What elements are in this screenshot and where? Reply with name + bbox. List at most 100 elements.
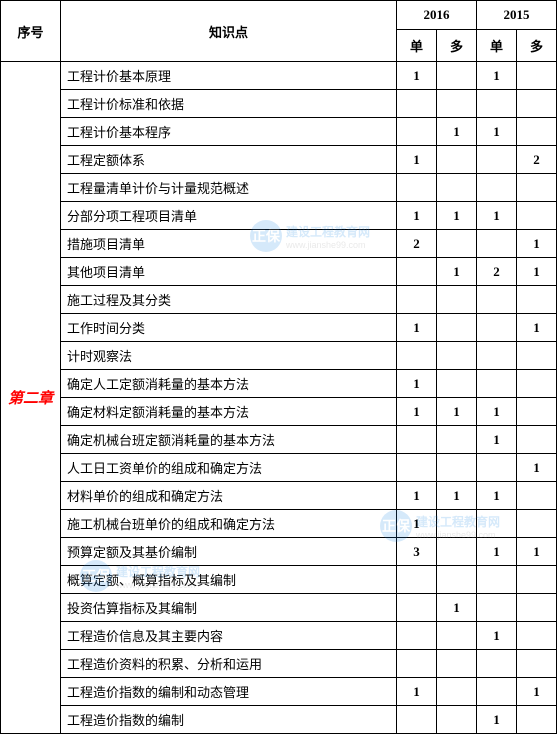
topic-cell: 计时观察法 bbox=[61, 342, 397, 370]
count-cell: 1 bbox=[397, 678, 437, 706]
count-cell: 1 bbox=[517, 314, 557, 342]
topic-cell: 预算定额及其基价编制 bbox=[61, 538, 397, 566]
count-cell bbox=[437, 286, 477, 314]
topic-cell: 工程造价指数的编制和动态管理 bbox=[61, 678, 397, 706]
table-row: 施工过程及其分类 bbox=[1, 286, 557, 314]
topic-cell: 工程计价基本原理 bbox=[61, 62, 397, 90]
count-cell bbox=[437, 538, 477, 566]
topic-cell: 概算定额、概算指标及其编制 bbox=[61, 566, 397, 594]
count-cell bbox=[397, 118, 437, 146]
header-2015: 2015 bbox=[477, 1, 557, 30]
count-cell: 1 bbox=[477, 62, 517, 90]
table-row: 计时观察法 bbox=[1, 342, 557, 370]
count-cell bbox=[477, 510, 517, 538]
table-row: 工程造价资料的积累、分析和运用 bbox=[1, 650, 557, 678]
count-cell bbox=[397, 566, 437, 594]
count-cell: 1 bbox=[477, 426, 517, 454]
header-2016-single: 单 bbox=[397, 30, 437, 62]
count-cell: 1 bbox=[397, 482, 437, 510]
table-row: 其他项目清单121 bbox=[1, 258, 557, 286]
header-2015-single: 单 bbox=[477, 30, 517, 62]
count-cell bbox=[517, 650, 557, 678]
table-row: 工作时间分类11 bbox=[1, 314, 557, 342]
topic-cell: 确定材料定额消耗量的基本方法 bbox=[61, 398, 397, 426]
count-cell: 2 bbox=[517, 146, 557, 174]
count-cell bbox=[437, 426, 477, 454]
count-cell bbox=[437, 90, 477, 118]
topic-cell: 工程计价基本程序 bbox=[61, 118, 397, 146]
count-cell bbox=[477, 174, 517, 202]
topic-cell: 确定机械台班定额消耗量的基本方法 bbox=[61, 426, 397, 454]
topic-cell: 分部分项工程项目清单 bbox=[61, 202, 397, 230]
count-cell bbox=[397, 454, 437, 482]
table-row: 概算定额、概算指标及其编制 bbox=[1, 566, 557, 594]
table-row: 确定机械台班定额消耗量的基本方法 1 bbox=[1, 426, 557, 454]
count-cell bbox=[517, 286, 557, 314]
table-row: 工程造价指数的编制和动态管理11 bbox=[1, 678, 557, 706]
count-cell: 1 bbox=[437, 258, 477, 286]
count-cell bbox=[517, 398, 557, 426]
table-row: 确定人工定额消耗量的基本方法1 bbox=[1, 370, 557, 398]
count-cell: 1 bbox=[437, 202, 477, 230]
count-cell bbox=[437, 566, 477, 594]
count-cell bbox=[517, 510, 557, 538]
count-cell: 1 bbox=[477, 202, 517, 230]
count-cell: 1 bbox=[397, 314, 437, 342]
count-cell bbox=[517, 370, 557, 398]
count-cell bbox=[477, 342, 517, 370]
table-row: 措施项目清单21 bbox=[1, 230, 557, 258]
count-cell: 1 bbox=[517, 538, 557, 566]
count-cell: 2 bbox=[477, 258, 517, 286]
topic-cell: 施工过程及其分类 bbox=[61, 286, 397, 314]
count-cell: 1 bbox=[437, 118, 477, 146]
topic-cell: 措施项目清单 bbox=[61, 230, 397, 258]
count-cell bbox=[517, 90, 557, 118]
count-cell bbox=[517, 202, 557, 230]
table-row: 确定材料定额消耗量的基本方法111 bbox=[1, 398, 557, 426]
count-cell bbox=[397, 342, 437, 370]
count-cell bbox=[477, 454, 517, 482]
table-row: 工程计价基本程序 11 bbox=[1, 118, 557, 146]
count-cell bbox=[397, 286, 437, 314]
table-row: 工程定额体系12 bbox=[1, 146, 557, 174]
count-cell bbox=[517, 706, 557, 734]
count-cell bbox=[437, 454, 477, 482]
table-row: 人工日工资单价的组成和确定方法1 bbox=[1, 454, 557, 482]
count-cell bbox=[517, 622, 557, 650]
count-cell bbox=[517, 566, 557, 594]
count-cell bbox=[477, 594, 517, 622]
count-cell bbox=[517, 118, 557, 146]
count-cell bbox=[517, 342, 557, 370]
count-cell: 1 bbox=[397, 510, 437, 538]
table-row: 第二章工程计价基本原理11 bbox=[1, 62, 557, 90]
count-cell: 1 bbox=[477, 706, 517, 734]
count-cell: 1 bbox=[477, 118, 517, 146]
count-cell bbox=[397, 622, 437, 650]
count-cell: 1 bbox=[477, 398, 517, 426]
count-cell bbox=[437, 342, 477, 370]
header-topic: 知识点 bbox=[61, 1, 397, 62]
count-cell bbox=[477, 370, 517, 398]
count-cell bbox=[477, 146, 517, 174]
topic-cell: 工程计价标准和依据 bbox=[61, 90, 397, 118]
count-cell bbox=[477, 230, 517, 258]
count-cell: 2 bbox=[397, 230, 437, 258]
count-cell bbox=[437, 678, 477, 706]
count-cell bbox=[397, 594, 437, 622]
count-cell bbox=[397, 258, 437, 286]
count-cell bbox=[437, 174, 477, 202]
count-cell: 1 bbox=[397, 146, 437, 174]
count-cell: 3 bbox=[397, 538, 437, 566]
count-cell bbox=[437, 230, 477, 258]
count-cell: 1 bbox=[477, 622, 517, 650]
count-cell: 1 bbox=[397, 62, 437, 90]
count-cell: 1 bbox=[397, 202, 437, 230]
count-cell bbox=[437, 62, 477, 90]
count-cell: 1 bbox=[517, 678, 557, 706]
count-cell bbox=[517, 482, 557, 510]
knowledge-points-table: 序号 知识点 2016 2015 单 多 单 多 第二章工程计价基本原理11工程… bbox=[0, 0, 557, 734]
header-2015-multi: 多 bbox=[517, 30, 557, 62]
count-cell bbox=[477, 314, 517, 342]
count-cell: 1 bbox=[477, 538, 517, 566]
chapter-cell: 第二章 bbox=[1, 62, 61, 734]
